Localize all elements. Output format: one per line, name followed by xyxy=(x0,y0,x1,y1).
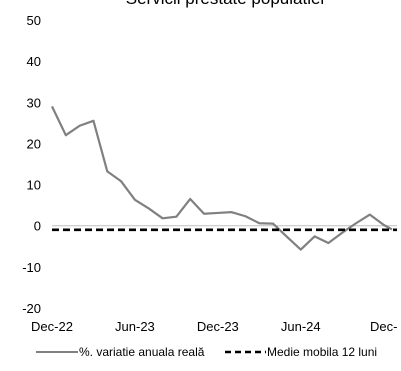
y-tick-label: 10 xyxy=(27,178,41,193)
x-axis-tick-labels: Dec-22 Jun-23 Dec-23 Jun-24 Dec- xyxy=(31,319,397,334)
y-tick-label: 50 xyxy=(27,13,41,28)
legend-label-variatie: %. variatie anuala reală xyxy=(79,345,205,359)
x-tick-label: Jun-24 xyxy=(281,319,321,334)
y-tick-label: 20 xyxy=(27,136,41,151)
x-tick-label: Jun-23 xyxy=(115,319,155,334)
chart-title: Servicii prestate populatiei xyxy=(126,0,324,8)
x-tick-label: Dec- xyxy=(370,319,397,334)
legend: %. variatie anuala reală Medie mobila 12… xyxy=(36,345,377,359)
y-axis-tick-labels: 50 40 30 20 10 0 -10 -20 xyxy=(22,13,41,316)
legend-label-medie: Medie mobila 12 luni xyxy=(267,345,377,359)
y-tick-label: -10 xyxy=(22,260,41,275)
series-layer xyxy=(51,105,397,251)
series-line-variatie xyxy=(51,105,393,251)
x-tick-label: Dec-22 xyxy=(31,319,73,334)
x-tick-label: Dec-23 xyxy=(197,319,239,334)
y-tick-label: 40 xyxy=(27,54,41,69)
y-tick-label: -20 xyxy=(22,301,41,316)
y-tick-label: 0 xyxy=(34,219,41,234)
y-tick-label: 30 xyxy=(27,95,41,110)
